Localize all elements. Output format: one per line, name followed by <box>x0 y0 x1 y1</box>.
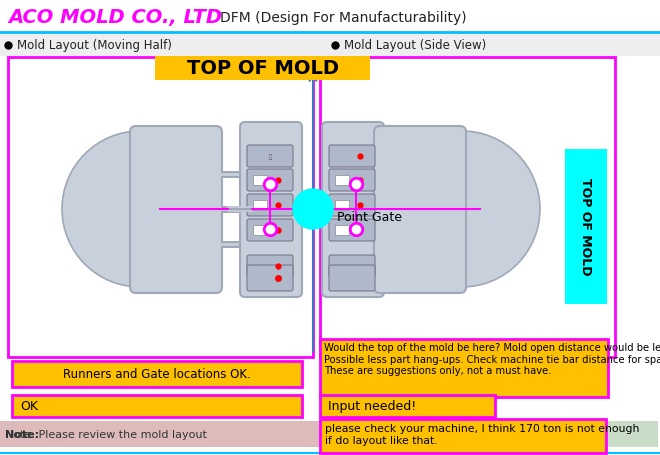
FancyBboxPatch shape <box>565 150 607 304</box>
Text: Note: Please review the mold layout: Note: Please review the mold layout <box>5 429 207 439</box>
FancyBboxPatch shape <box>374 127 466 293</box>
FancyBboxPatch shape <box>247 170 293 192</box>
FancyBboxPatch shape <box>155 57 370 81</box>
FancyBboxPatch shape <box>247 146 293 167</box>
Text: TOP OF MOLD: TOP OF MOLD <box>579 178 593 275</box>
FancyBboxPatch shape <box>247 195 293 217</box>
FancyBboxPatch shape <box>247 265 293 291</box>
FancyBboxPatch shape <box>253 176 267 186</box>
Wedge shape <box>462 131 540 288</box>
FancyBboxPatch shape <box>0 35 660 57</box>
Text: Mold Layout (Side View): Mold Layout (Side View) <box>344 40 486 52</box>
FancyBboxPatch shape <box>320 419 606 453</box>
FancyBboxPatch shape <box>12 361 302 387</box>
FancyBboxPatch shape <box>320 339 608 397</box>
Text: Point Gate: Point Gate <box>337 211 402 224</box>
Text: OK: OK <box>20 399 38 413</box>
FancyBboxPatch shape <box>329 170 375 192</box>
Text: Note:: Note: <box>5 429 39 439</box>
FancyBboxPatch shape <box>0 421 490 447</box>
Text: ACO MOLD CO., LTD: ACO MOLD CO., LTD <box>8 9 222 27</box>
FancyBboxPatch shape <box>8 58 313 357</box>
Text: DFM (Design For Manufacturability): DFM (Design For Manufacturability) <box>220 11 467 25</box>
FancyBboxPatch shape <box>320 395 495 417</box>
FancyBboxPatch shape <box>329 146 375 167</box>
Circle shape <box>293 190 333 229</box>
Text: Would the top of the mold be here? Mold open distance would be less.
Possible le: Would the top of the mold be here? Mold … <box>324 342 660 375</box>
FancyBboxPatch shape <box>253 201 267 211</box>
Wedge shape <box>62 131 140 288</box>
FancyBboxPatch shape <box>320 58 615 357</box>
FancyBboxPatch shape <box>329 195 375 217</box>
Text: ⬛: ⬛ <box>269 154 272 159</box>
FancyBboxPatch shape <box>329 219 375 242</box>
Text: please check your machine, I think 170 ton is not enough
if do layout like that.: please check your machine, I think 170 t… <box>325 423 640 445</box>
FancyBboxPatch shape <box>608 421 658 447</box>
FancyBboxPatch shape <box>130 127 222 293</box>
FancyBboxPatch shape <box>329 255 375 278</box>
FancyBboxPatch shape <box>247 255 293 278</box>
Text: Mold Layout (Moving Half): Mold Layout (Moving Half) <box>17 40 172 52</box>
FancyBboxPatch shape <box>335 201 349 211</box>
Text: TOP OF MOLD: TOP OF MOLD <box>187 59 339 78</box>
Text: Input needed!: Input needed! <box>328 399 416 413</box>
FancyBboxPatch shape <box>329 265 375 291</box>
FancyBboxPatch shape <box>335 226 349 236</box>
FancyBboxPatch shape <box>335 176 349 186</box>
FancyBboxPatch shape <box>322 123 384 298</box>
FancyBboxPatch shape <box>240 123 302 298</box>
FancyBboxPatch shape <box>12 395 302 417</box>
FancyBboxPatch shape <box>247 219 293 242</box>
Text: Runners and Gate locations OK.: Runners and Gate locations OK. <box>63 368 251 381</box>
FancyBboxPatch shape <box>253 226 267 236</box>
